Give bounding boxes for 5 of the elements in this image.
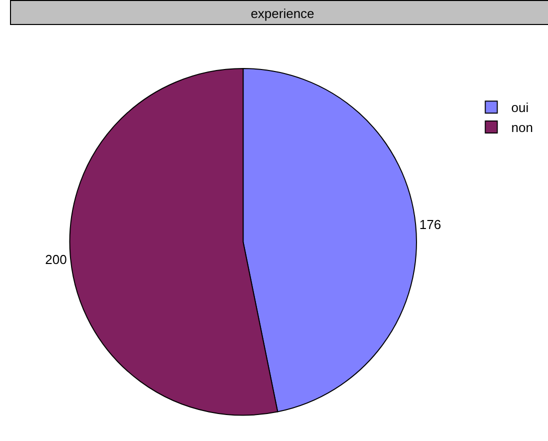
data-label: 200: [45, 252, 67, 267]
chart-title: experience: [250, 6, 314, 22]
legend-label: oui: [511, 100, 529, 116]
data-label: 176: [419, 216, 442, 232]
legend-label: non: [511, 120, 533, 136]
